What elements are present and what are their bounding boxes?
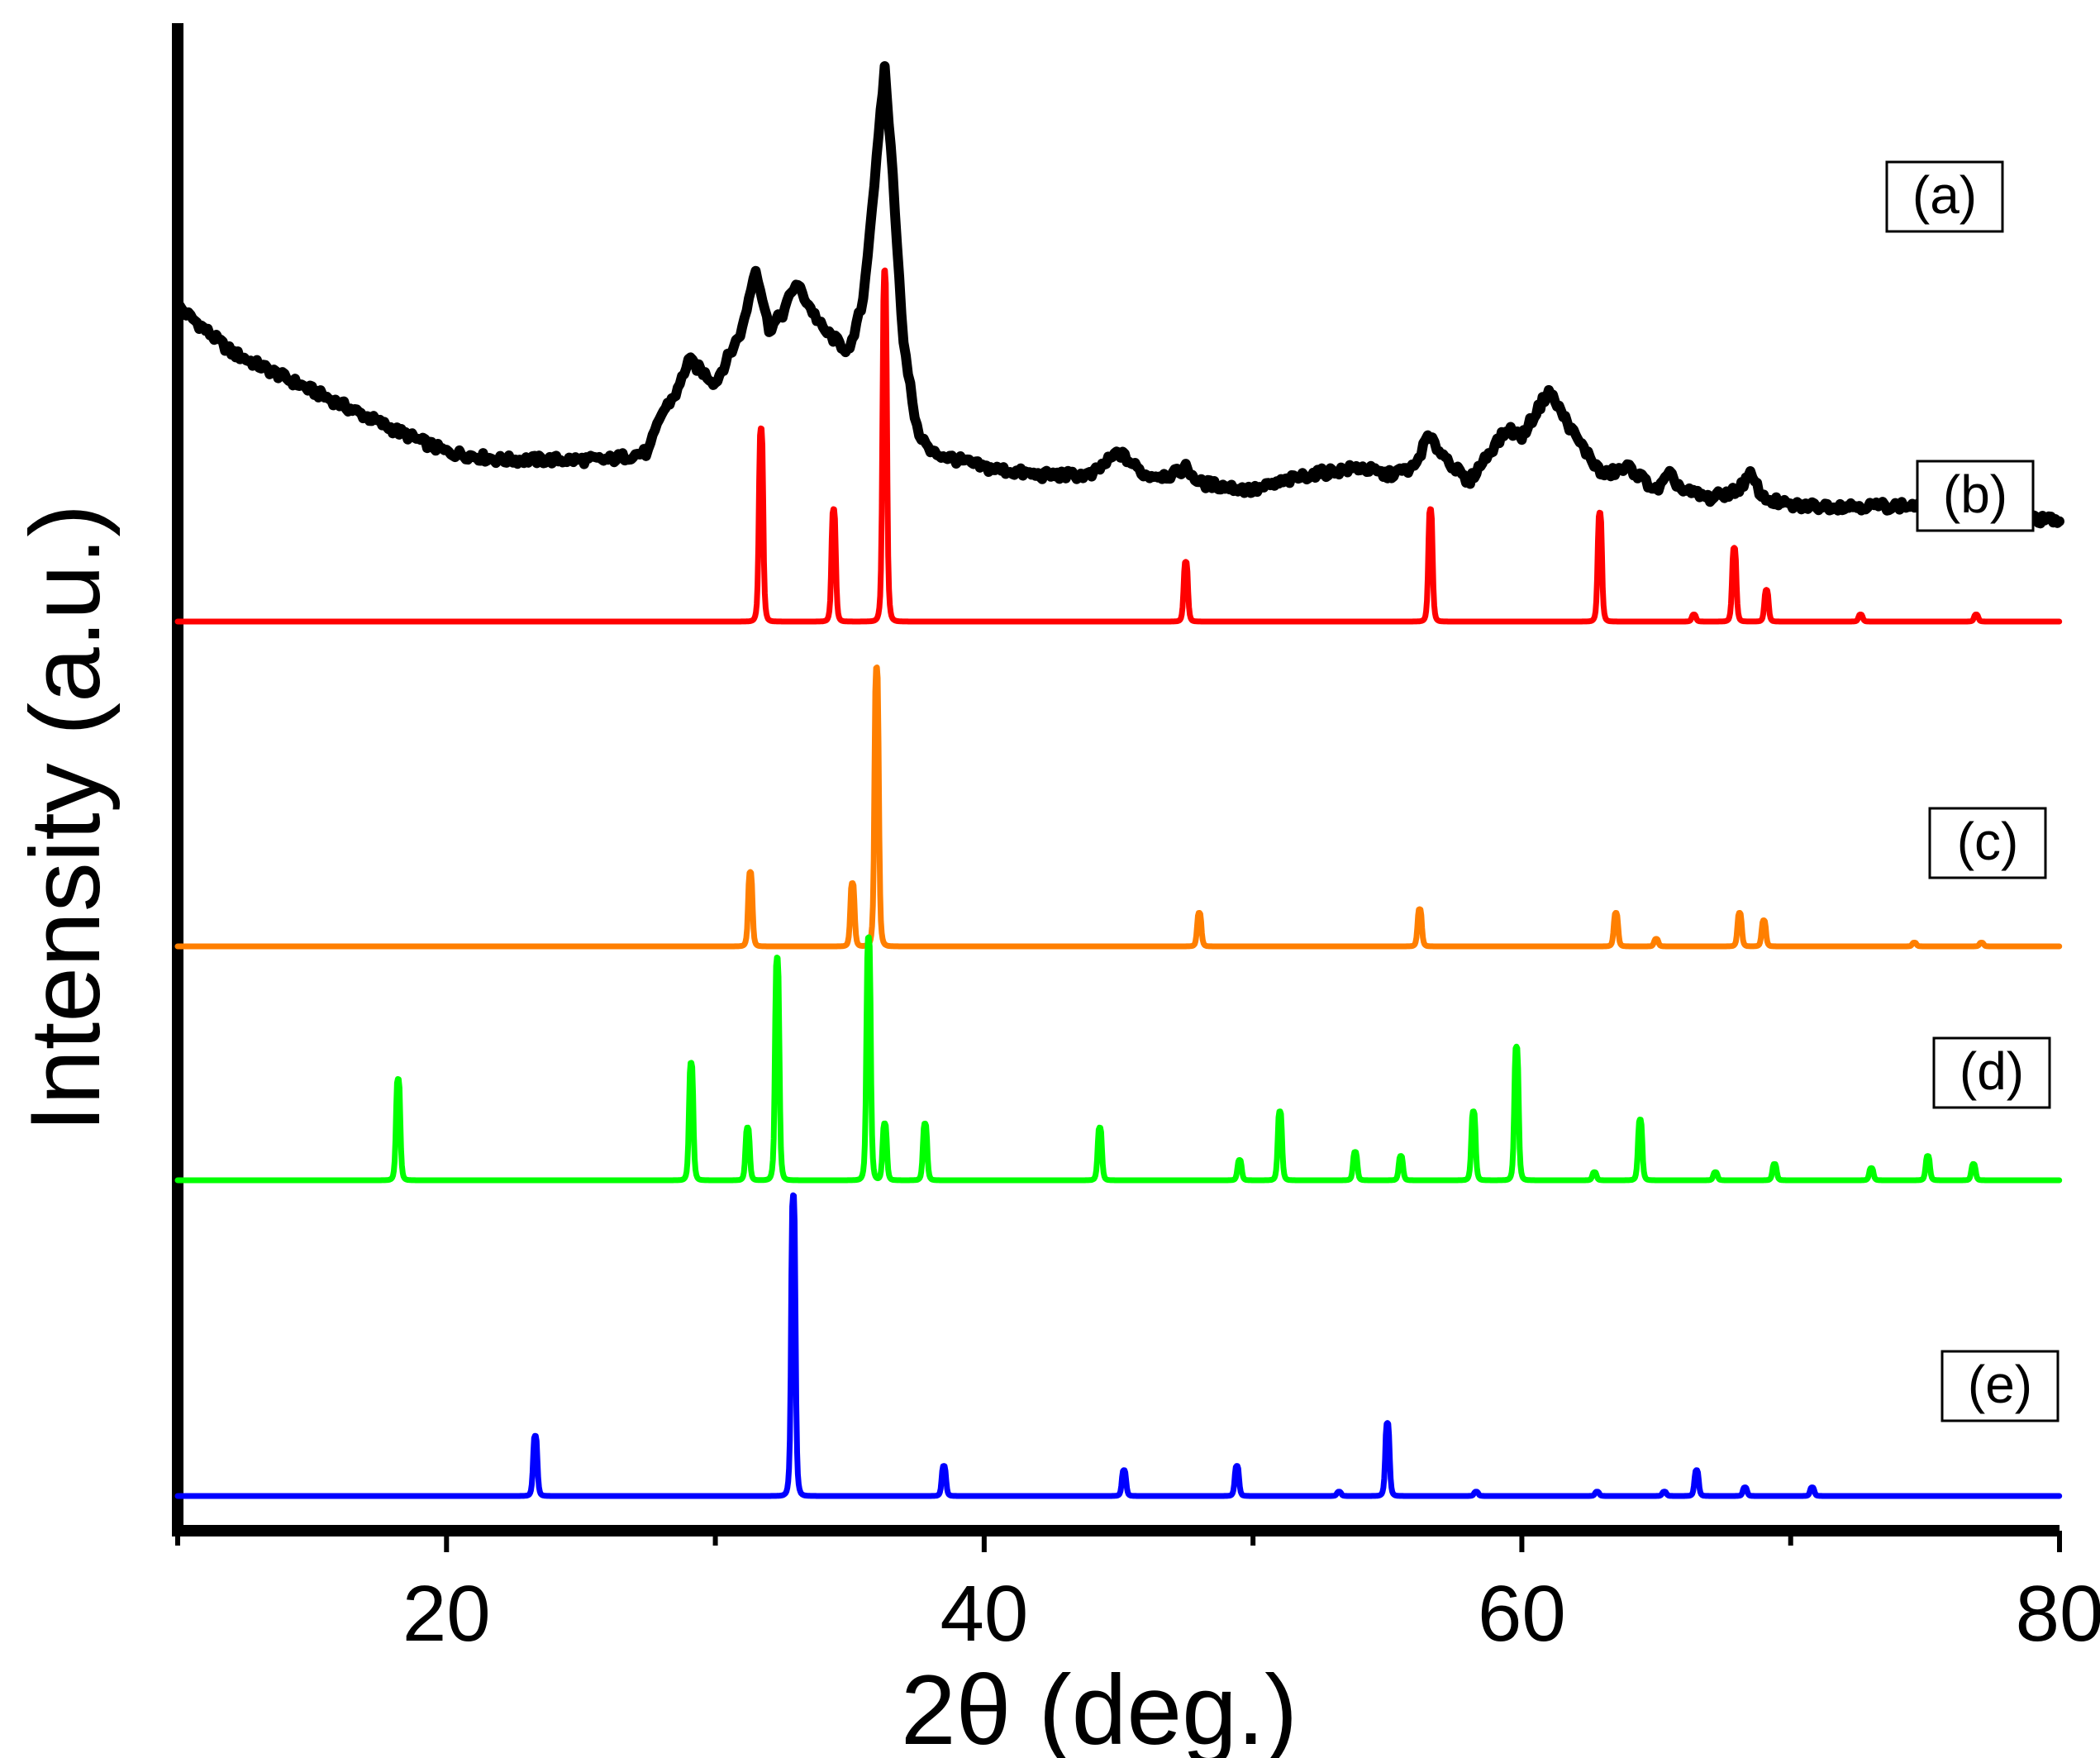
series-tag-label: (b) — [1943, 465, 2007, 524]
series-tag-a: (a) — [1885, 160, 2004, 233]
series-tag-label: (c) — [1957, 812, 2019, 871]
x-tick-label: 60 — [1478, 1570, 1566, 1658]
x-tick-label: 20 — [402, 1570, 491, 1658]
series-tag-c: (c) — [1928, 807, 2047, 879]
series-line-b — [174, 267, 2063, 625]
x-ticks: 20 40 60 80 — [175, 1531, 2100, 1658]
x-tick-label: 40 — [940, 1570, 1028, 1658]
series-line-e — [174, 1192, 2063, 1499]
series-layer — [173, 61, 2064, 1499]
series-tags: (a) (b) (c) (d) (e) — [1885, 160, 2060, 1422]
series-tag-box — [1916, 460, 2035, 532]
series-tag-box — [1885, 160, 2004, 233]
series-line-c — [174, 665, 2063, 950]
series-tag-label: (e) — [1968, 1355, 2032, 1414]
series-line-a — [173, 61, 2064, 529]
series-tag-b: (b) — [1916, 460, 2035, 532]
series-tag-box — [1928, 807, 2047, 879]
series-tag-label: (a) — [1912, 165, 1977, 225]
series-tag-box — [1940, 1350, 2060, 1422]
series-line-d — [174, 934, 2063, 1184]
series-tag-e: (e) — [1940, 1350, 2060, 1422]
series-tag-label: (d) — [1960, 1041, 2024, 1101]
series-tag-d: (d) — [1932, 1036, 2051, 1109]
series-tag-box — [1932, 1036, 2051, 1109]
x-tick-label: 80 — [2016, 1570, 2100, 1658]
x-axis-title: 2θ (deg.) — [901, 1655, 1298, 1758]
y-axis-title: Intensity (a.u.) — [10, 504, 121, 1132]
